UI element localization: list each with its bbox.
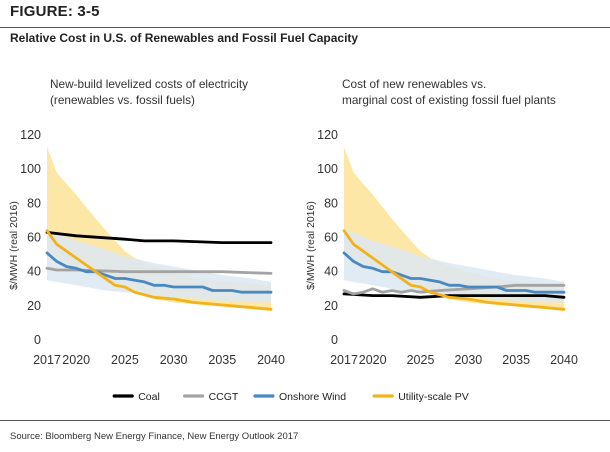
panel-1-title-line-2: (renewables vs. fossil fuels): [50, 93, 195, 107]
top-rule: [0, 27, 610, 28]
bottom-rule: [0, 420, 610, 421]
panel-1-ytick-label: 80: [27, 196, 41, 210]
panel-2-xtick-label: 2030: [454, 353, 482, 367]
panel-2-ytick-label: 100: [317, 162, 338, 176]
figure-label: FIGURE: 3-5: [10, 3, 100, 20]
panel-1-title: New-build levelized costs of electricity…: [50, 76, 248, 108]
panel-2-series-coal: [342, 292, 566, 299]
legend-label-onshore-wind: Onshore Wind: [279, 391, 346, 403]
panel-2-ytick-label: 80: [324, 196, 338, 210]
panel-2-ytick-label: 40: [324, 265, 338, 279]
panel-1-series-onshore-wind: [45, 251, 273, 294]
panel-1-xtick-label: 2017: [33, 353, 61, 367]
panel-2-title-line-1: Cost of new renewables vs.: [342, 77, 487, 91]
panel-1-xtick-label: 2035: [208, 353, 236, 367]
panel-2-ytick-label: 0: [331, 333, 338, 347]
legend-label-utility-scale-pv: Utility-scale PV: [398, 391, 469, 403]
panel-1-xtick-label: 2030: [160, 353, 188, 367]
panel-2-xtick-label: 2040: [550, 353, 578, 367]
panel-2-ytick-label: 120: [317, 128, 338, 142]
panel-2-xtick-label: 2035: [502, 353, 530, 367]
panel-2-series-onshore-wind: [342, 251, 566, 294]
panel-2-series-ccgt: [342, 283, 566, 296]
panel-1-xtick-label: 2040: [257, 353, 285, 367]
panel-1-series-coal: [45, 230, 273, 245]
panel-1-ytick-label: 0: [34, 333, 41, 347]
figure-title: Relative Cost in U.S. of Renewables and …: [10, 31, 359, 45]
panel-2-title-line-2: marginal cost of existing fossil fuel pl…: [342, 93, 556, 107]
panel-2-xtick-label: 2025: [407, 353, 435, 367]
panel-1-title-line-1: New-build levelized costs of electricity: [50, 77, 249, 91]
panel-2-ytick-label: 60: [324, 231, 338, 245]
panel-2-xtick-label: 2017: [330, 353, 358, 367]
source-note: Source: Bloomberg New Energy Finance, Ne…: [10, 431, 299, 442]
legend-label-coal: Coal: [138, 391, 160, 403]
panel-1-ytick-label: 60: [27, 231, 41, 245]
panel-2-title: Cost of new renewables vs. marginal cost…: [342, 76, 556, 108]
panel-1-y-axis-label: $/MWH (real 2016): [8, 201, 20, 290]
panel-1-series-utility-scale-pv: [45, 229, 273, 311]
panel-1-series-ccgt: [45, 266, 273, 275]
panel-1-xtick-label: 2025: [111, 353, 139, 367]
panel-1-ytick-label: 20: [27, 299, 41, 313]
legend-label-ccgt: CCGT: [209, 391, 239, 403]
panel-2-series-utility-scale-pv: [342, 229, 566, 311]
panel-2-band-wind-range: [344, 229, 564, 303]
panel-1-ytick-label: 40: [27, 265, 41, 279]
panel-1-band-wind-range: [47, 229, 271, 303]
panel-1-xtick-label: 2020: [62, 353, 90, 367]
panel-1-ytick-label: 100: [20, 162, 41, 176]
panel-2-ytick-label: 20: [324, 299, 338, 313]
panel-2-xtick-label: 2020: [359, 353, 387, 367]
panel-2-y-axis-label: $/MWH (real 2016): [305, 201, 317, 290]
panel-1-ytick-label: 120: [20, 128, 41, 142]
